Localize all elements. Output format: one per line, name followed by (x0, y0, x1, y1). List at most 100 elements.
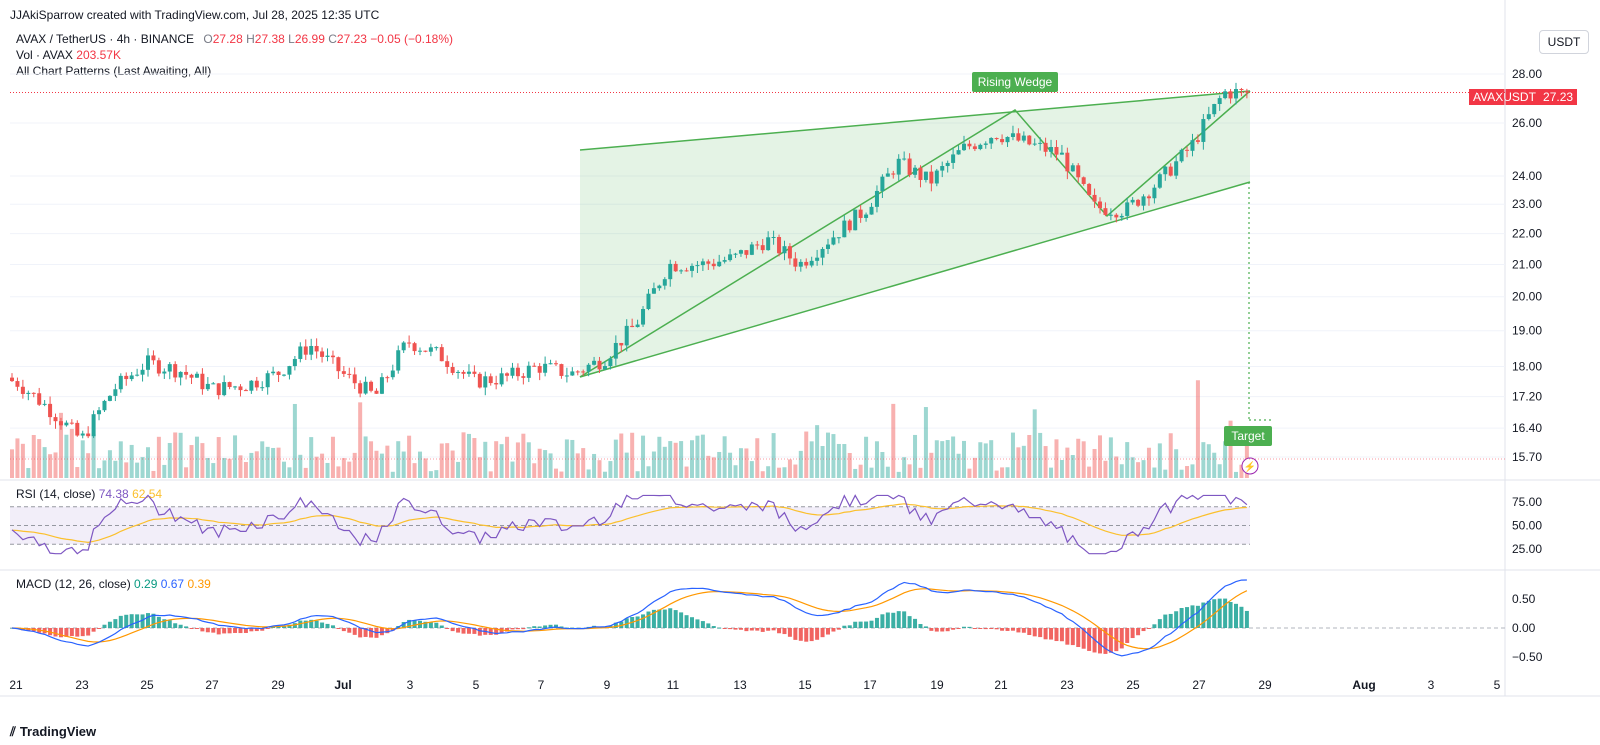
time-tick-label: 19 (930, 678, 944, 692)
candle-body (717, 261, 722, 267)
candle-body (1021, 135, 1026, 141)
volume-bar (1185, 466, 1190, 478)
candle-body (630, 325, 635, 328)
macd-histogram-bar (755, 628, 760, 631)
candle-body (564, 375, 569, 377)
candle-body (668, 263, 673, 280)
chart-credit: JJAkiSparrow created with TradingView.co… (10, 8, 380, 22)
volume-bar (10, 449, 14, 478)
time-tick-label: 3 (1428, 678, 1435, 692)
macd-histogram-bar (874, 617, 879, 628)
target-label-bg (1224, 426, 1272, 446)
volume-bar (42, 447, 47, 478)
macd-histogram-bar (243, 628, 248, 633)
volume-bar (570, 439, 575, 478)
symbol-legend[interactable]: AVAX / TetherUS · 4h · BINANCE O27.28 H2… (16, 32, 453, 46)
volume-bar (918, 467, 923, 478)
candle-body (1206, 114, 1211, 120)
rsi-legend[interactable]: RSI (14, close) 74.38 62.54 (16, 487, 162, 501)
candle-body (325, 355, 330, 357)
macd-histogram-bar (771, 628, 776, 631)
macd-histogram-bar (140, 614, 145, 628)
candle-body (673, 263, 678, 272)
candle-body (1081, 177, 1086, 184)
volume-bar (510, 461, 515, 478)
macd-histogram-bar (162, 619, 167, 628)
candle-body (91, 414, 96, 437)
volume-bar (53, 452, 58, 478)
volume-bar (1032, 409, 1037, 478)
volume-bar (597, 460, 602, 478)
volume-bar (184, 467, 189, 478)
volume-label[interactable]: Vol · AVAX (16, 48, 73, 62)
volume-bar (1065, 447, 1070, 478)
price-tick-label: 22.00 (1512, 227, 1542, 241)
rsi-label[interactable]: RSI (14, close) (16, 487, 96, 501)
ohlc-high: 27.38 (254, 32, 285, 46)
volume-bar (1223, 441, 1228, 478)
volume-bar (956, 453, 961, 478)
tradingview-brand: TradingView (19, 724, 97, 739)
candle-body (1027, 135, 1032, 145)
volume-bar (1190, 464, 1195, 478)
volume-bar (1049, 467, 1054, 478)
volume-bar (140, 457, 145, 478)
volume-bar (249, 452, 254, 478)
volume-bar (668, 441, 673, 478)
volume-bar (265, 446, 270, 478)
candle-body (151, 355, 156, 361)
macd-histogram-bar (1021, 628, 1026, 633)
ohlc-open-label: O (203, 32, 213, 46)
volume-bar (379, 453, 384, 478)
candle-body (374, 390, 379, 394)
time-tick-label: 17 (863, 678, 877, 692)
volume-bar (1076, 438, 1081, 478)
volume-legend[interactable]: Vol · AVAX 203.57K (16, 48, 121, 62)
volume-bar (749, 461, 754, 478)
macd-histogram-bar (913, 618, 918, 628)
macd-histogram-bar (1108, 628, 1113, 653)
candle-body (396, 350, 401, 371)
candle-body (874, 190, 879, 207)
volume-bar (390, 471, 395, 478)
candle-body (891, 173, 896, 175)
volume-bar (1016, 447, 1021, 478)
candle-body (428, 347, 433, 352)
macd-histogram-bar (222, 628, 227, 634)
candle-body (972, 146, 977, 150)
candle-body (418, 350, 422, 352)
candle-body (641, 309, 646, 325)
candle-body (124, 375, 129, 380)
macd-legend[interactable]: MACD (12, 26, close) 0.29 0.67 0.39 (16, 577, 211, 591)
candle-body (755, 244, 760, 246)
macd-histogram-bar (940, 628, 945, 632)
candle-body (276, 371, 281, 375)
currency-selector[interactable]: USDT (1539, 30, 1589, 54)
macd-histogram-bar (641, 614, 646, 628)
macd-histogram-bar (896, 611, 901, 628)
macd-histogram-bar (1195, 605, 1200, 628)
candle-body (401, 342, 406, 351)
candle-body (1163, 166, 1168, 175)
macd-label[interactable]: MACD (12, 26, close) (16, 577, 131, 591)
candle-body (330, 355, 335, 358)
tradingview-logo[interactable]: ⫽ TradingView (10, 724, 96, 740)
candle-body (205, 383, 210, 390)
symbol-name[interactable]: AVAX / TetherUS · 4h · BINANCE (16, 32, 195, 46)
macd-histogram-bar (407, 619, 412, 628)
candle-body (831, 237, 836, 245)
candle-body (113, 389, 118, 396)
candle-body (1217, 98, 1222, 105)
macd-histogram-bar (1206, 600, 1211, 628)
volume-bar (434, 470, 439, 478)
macd-histogram-bar (271, 626, 276, 628)
macd-histogram-bar (934, 628, 939, 632)
macd-histogram-bar (1098, 628, 1102, 654)
candle-body (1125, 202, 1130, 216)
candle-body (499, 373, 504, 385)
candle-body (929, 171, 934, 184)
volume-bar (37, 439, 42, 478)
macd-histogram-bar (869, 620, 874, 628)
volume-bar (1228, 420, 1233, 478)
